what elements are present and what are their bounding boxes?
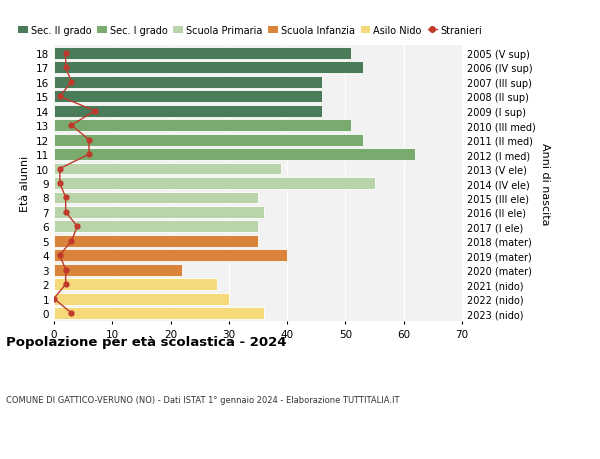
Bar bbox=[54, 308, 264, 319]
Bar bbox=[54, 207, 264, 218]
Bar bbox=[54, 48, 351, 60]
Bar bbox=[54, 77, 322, 89]
Bar bbox=[54, 163, 281, 175]
Bar bbox=[54, 221, 258, 233]
Bar bbox=[54, 264, 182, 276]
Bar bbox=[54, 134, 363, 146]
Bar bbox=[54, 235, 258, 247]
Y-axis label: Anni di nascita: Anni di nascita bbox=[539, 142, 550, 225]
Bar bbox=[54, 149, 415, 161]
Bar bbox=[54, 192, 258, 204]
Text: Popolazione per età scolastica - 2024: Popolazione per età scolastica - 2024 bbox=[6, 335, 287, 348]
Bar bbox=[54, 178, 374, 190]
Text: COMUNE DI GATTICO-VERUNO (NO) - Dati ISTAT 1° gennaio 2024 - Elaborazione TUTTIT: COMUNE DI GATTICO-VERUNO (NO) - Dati IST… bbox=[6, 395, 400, 404]
Bar bbox=[54, 250, 287, 262]
Bar bbox=[54, 279, 217, 291]
Bar bbox=[54, 106, 322, 118]
Legend: Sec. II grado, Sec. I grado, Scuola Primaria, Scuola Infanzia, Asilo Nido, Stran: Sec. II grado, Sec. I grado, Scuola Prim… bbox=[18, 26, 482, 35]
Y-axis label: Età alunni: Età alunni bbox=[20, 156, 31, 212]
Bar bbox=[54, 293, 229, 305]
Bar bbox=[54, 120, 351, 132]
Bar bbox=[54, 62, 363, 74]
Bar bbox=[54, 91, 322, 103]
